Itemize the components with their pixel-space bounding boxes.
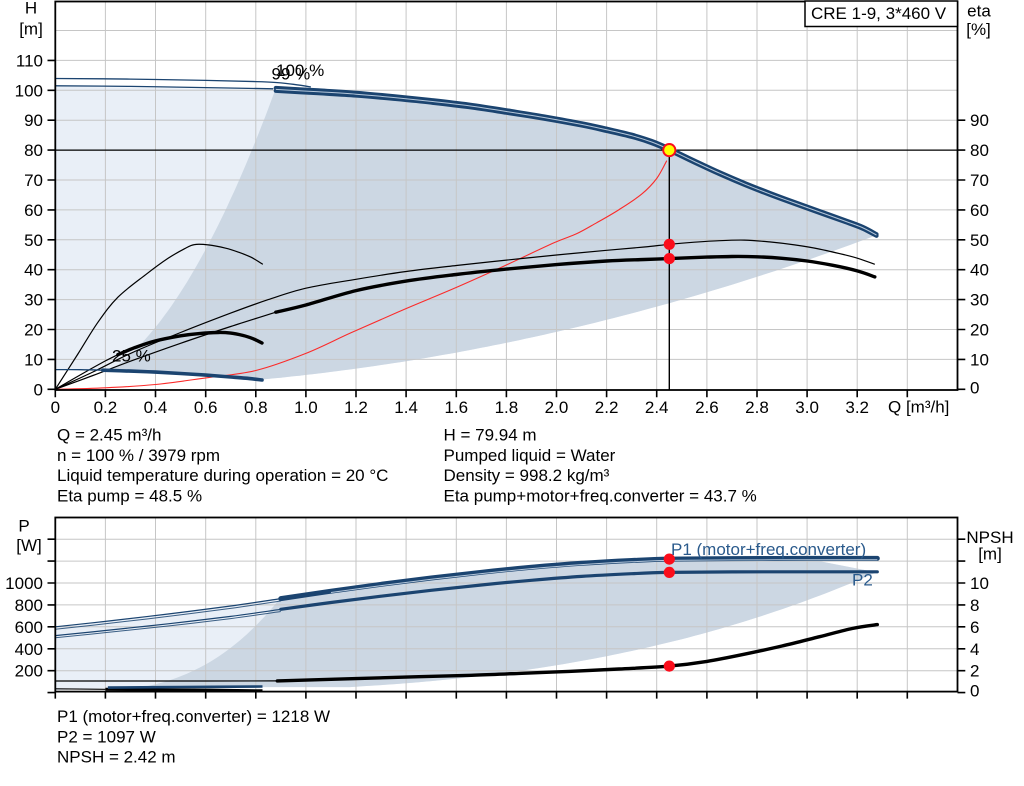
svg-text:70: 70 [970,171,989,190]
svg-text:30: 30 [970,291,989,310]
svg-text:Eta pump+motor+freq.converter: Eta pump+motor+freq.converter = 43.7 % [444,486,757,505]
svg-text:H: H [25,0,37,18]
svg-text:[%]: [%] [966,20,991,39]
svg-text:H = 79.94 m: H = 79.94 m [444,426,537,445]
svg-text:P2: P2 [852,571,873,590]
svg-text:P1 (motor+freq.converter) = 12: P1 (motor+freq.converter) = 1218 W [57,707,330,726]
svg-text:10: 10 [970,350,989,369]
svg-text:Density = 998.2 kg/m³: Density = 998.2 kg/m³ [444,466,610,485]
svg-text:3.0: 3.0 [795,398,819,417]
svg-text:Q = 2.45 m³/h: Q = 2.45 m³/h [57,426,161,445]
svg-text:10: 10 [24,350,43,369]
svg-text:2.8: 2.8 [745,398,769,417]
svg-text:[W]: [W] [16,536,42,555]
svg-text:P: P [18,517,29,536]
svg-text:Eta pump = 48.5 %: Eta pump = 48.5 % [57,486,202,505]
svg-text:1.4: 1.4 [394,398,418,417]
svg-text:2: 2 [970,662,979,681]
svg-text:0.6: 0.6 [194,398,218,417]
svg-text:0: 0 [51,398,60,417]
svg-text:eta: eta [967,2,991,21]
svg-text:3.2: 3.2 [845,398,869,417]
svg-text:25 %: 25 % [112,347,151,366]
svg-text:P2 = 1097 W: P2 = 1097 W [57,727,156,746]
svg-text:Q [m³/h]: Q [m³/h] [888,398,949,417]
svg-text:400: 400 [15,640,43,659]
svg-text:100: 100 [15,81,43,100]
svg-text:99 %: 99 % [272,65,311,84]
svg-text:30: 30 [24,291,43,310]
svg-text:1.6: 1.6 [444,398,468,417]
svg-text:20: 20 [24,321,43,340]
svg-text:Liquid temperature during oper: Liquid temperature during operation = 20… [57,466,388,485]
svg-text:110: 110 [16,51,43,70]
svg-text:20: 20 [970,321,989,340]
svg-text:50: 50 [970,231,989,250]
svg-text:40: 40 [970,261,989,280]
svg-text:1.0: 1.0 [294,398,318,417]
svg-text:8: 8 [970,596,979,615]
svg-text:40: 40 [24,261,43,280]
svg-text:1000: 1000 [5,574,43,593]
svg-text:[m]: [m] [978,545,1002,564]
svg-text:[m]: [m] [19,20,43,39]
svg-text:2.4: 2.4 [645,398,669,417]
svg-text:80: 80 [24,141,43,160]
svg-text:2.6: 2.6 [695,398,719,417]
svg-text:Pumped liquid = Water: Pumped liquid = Water [444,446,616,465]
svg-text:50: 50 [24,231,43,250]
svg-text:2.2: 2.2 [595,398,619,417]
svg-text:60: 60 [970,201,989,220]
svg-text:70: 70 [24,171,43,190]
svg-text:1.8: 1.8 [495,398,519,417]
svg-text:0: 0 [970,378,979,397]
svg-text:0: 0 [970,682,979,701]
svg-text:n = 100 % / 3979 rpm: n = 100 % / 3979 rpm [57,446,220,465]
svg-text:NPSH: NPSH [966,528,1013,547]
svg-text:6: 6 [970,618,979,637]
svg-text:200: 200 [15,662,43,681]
svg-text:90: 90 [24,111,43,130]
svg-text:90: 90 [970,111,989,130]
svg-text:0: 0 [34,380,43,399]
svg-text:0.8: 0.8 [244,398,268,417]
svg-text:CRE 1-9, 3*460 V: CRE 1-9, 3*460 V [811,4,947,23]
svg-text:0.4: 0.4 [144,398,168,417]
svg-text:800: 800 [15,596,43,615]
svg-text:P1 (motor+freq.converter): P1 (motor+freq.converter) [671,540,866,559]
svg-text:4: 4 [970,640,979,659]
svg-text:80: 80 [970,141,989,160]
svg-text:60: 60 [24,201,43,220]
svg-text:2.0: 2.0 [545,398,569,417]
svg-text:10: 10 [970,574,989,593]
svg-text:600: 600 [15,618,43,637]
svg-text:100 %: 100 % [276,61,324,80]
svg-text:0.2: 0.2 [94,398,118,417]
svg-text:NPSH = 2.42 m: NPSH = 2.42 m [57,748,176,767]
svg-text:1.2: 1.2 [344,398,368,417]
